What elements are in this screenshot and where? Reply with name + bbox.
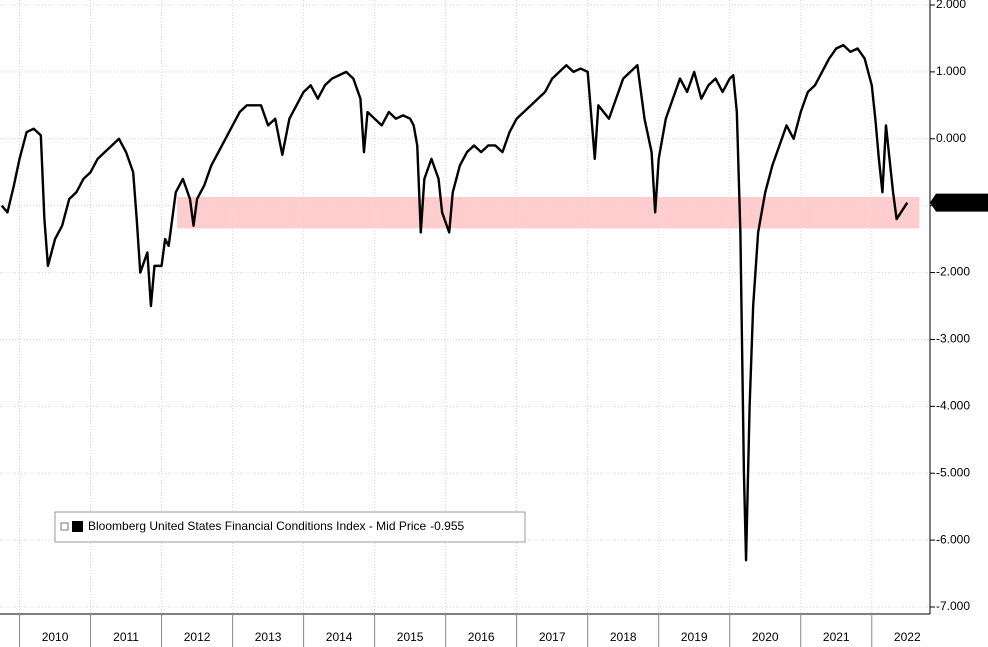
x-tick-label: 2021 — [823, 630, 850, 644]
x-tick-label: 2014 — [326, 630, 353, 644]
series-line — [0, 43, 909, 562]
legend: Bloomberg United States Financial Condit… — [54, 511, 526, 543]
x-tick-label: 2011 — [113, 630, 139, 644]
x-tick-label: 2017 — [539, 630, 566, 644]
legend-value: -0.955 — [430, 519, 464, 533]
x-tick-label: 2015 — [397, 630, 424, 644]
x-tick-label: 2022 — [894, 630, 921, 644]
x-tick-label: 2020 — [752, 630, 779, 644]
x-tick-label: 2018 — [610, 630, 637, 644]
x-tick-label: 2016 — [468, 630, 495, 644]
legend-name: Bloomberg United States Financial Condit… — [88, 519, 426, 533]
x-tick-label: 2012 — [184, 630, 211, 644]
y-tick-label: -7.000 — [936, 599, 970, 613]
y-tick-label: -2.000 — [936, 265, 970, 279]
y-tick-label: 1.000 — [936, 64, 966, 78]
last-value-label: -0.955 — [940, 195, 974, 209]
y-tick-label: 0.000 — [936, 131, 966, 145]
y-tick-label: -6.000 — [936, 532, 970, 546]
x-tick-label: 2010 — [42, 630, 69, 644]
legend-label: Bloomberg United States Financial Condit… — [88, 519, 465, 533]
y-tick-label: 2.000 — [936, 0, 966, 11]
y-tick-label: -4.000 — [936, 399, 970, 413]
legend-box — [54, 511, 526, 543]
legend-icon — [60, 522, 69, 531]
legend-swatch — [72, 521, 83, 532]
x-tick-label: 2013 — [255, 630, 282, 644]
y-tick-label: -3.000 — [936, 332, 970, 346]
highlight-band — [177, 196, 920, 229]
y-tick-label: -5.000 — [936, 465, 970, 479]
x-tick-label: 2019 — [681, 630, 708, 644]
last-value-box — [930, 193, 988, 212]
